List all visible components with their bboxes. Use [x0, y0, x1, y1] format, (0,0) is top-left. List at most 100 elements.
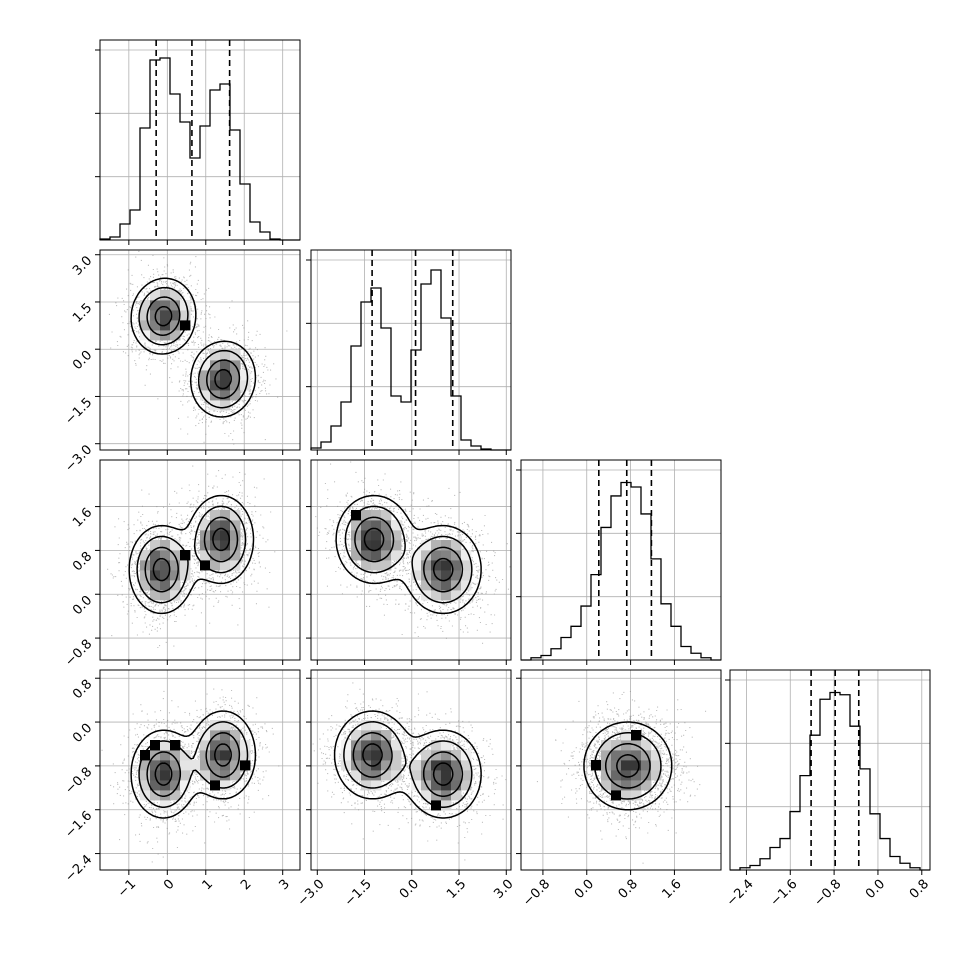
density-cell: [461, 560, 472, 571]
density-cell: [451, 550, 462, 561]
contour-level-0: [128, 494, 255, 615]
density-cell: [441, 800, 452, 811]
histogram-panel-2: [516, 459, 722, 661]
x-tick-label: 1: [200, 877, 216, 893]
density-cell: [371, 770, 382, 781]
density-cell: [361, 760, 372, 771]
density-cell: [220, 350, 231, 361]
density-cell: [210, 350, 221, 361]
density-cell: [641, 780, 652, 791]
histogram-panel-3: [725, 669, 931, 871]
density-cell: [210, 380, 221, 391]
density-cell: [240, 380, 251, 391]
y-tick-label: 1.5: [70, 301, 95, 326]
y-tick-label: 0.8: [70, 549, 95, 574]
density-cell: [651, 760, 662, 771]
density-cell: [150, 560, 161, 571]
density-cell: [230, 350, 241, 361]
density-cell: [160, 560, 171, 571]
density-cell: [220, 780, 231, 791]
density-cell: [220, 720, 231, 731]
density-cell: [461, 760, 472, 771]
y-tick-label: −1.5: [62, 395, 95, 428]
density-cell: [631, 780, 642, 791]
density-cell: [431, 740, 442, 751]
density-cell: [361, 510, 372, 521]
x-tick-label: 0.8: [616, 877, 641, 902]
density-cell: [351, 740, 362, 751]
density-cell: [160, 290, 171, 301]
density-cell: [160, 760, 171, 771]
density-cell: [140, 320, 151, 331]
density-cell: [431, 750, 442, 761]
density-cell: [220, 400, 231, 411]
density-cell: [200, 740, 211, 751]
panel-frame: [729, 669, 931, 871]
density-cell: [461, 770, 472, 781]
contour-level-1: [136, 505, 247, 604]
density-cell: [170, 790, 181, 801]
density-cell: [170, 330, 181, 341]
density-cell: [361, 520, 372, 531]
density-cell: [431, 570, 442, 581]
density-cell: [170, 780, 181, 791]
contour-level-2: [146, 732, 241, 797]
density-cell: [220, 770, 231, 781]
density-cell: [200, 550, 211, 561]
density-cell: [591, 760, 602, 771]
density-cell: [641, 770, 652, 781]
density-cell: [220, 540, 231, 551]
density-cell: [361, 550, 372, 561]
density-cell: [621, 730, 632, 741]
density-cell: [361, 560, 372, 571]
density-cell: [160, 550, 171, 561]
density-cell: [431, 770, 442, 781]
density-cell: [421, 550, 432, 561]
density-cell: [150, 300, 161, 311]
density-cell: [421, 570, 432, 581]
density-cell: [361, 720, 372, 731]
density-cell: [200, 750, 211, 761]
density-cell: [601, 780, 612, 791]
density-cell: [381, 510, 392, 521]
density-cell: [411, 560, 422, 571]
density-cell: [451, 790, 462, 801]
density-cell: [220, 750, 231, 761]
density-cell: [381, 550, 392, 561]
density-cell: [150, 290, 161, 301]
density-cell: [441, 750, 452, 761]
density-cell: [601, 770, 612, 781]
density-cell: [411, 570, 422, 581]
contour-level-0: [583, 721, 673, 811]
density-cell: [421, 770, 432, 781]
density-cell: [641, 760, 652, 771]
density-cell: [150, 760, 161, 771]
density-cell: [220, 730, 231, 741]
density-cell: [371, 750, 382, 761]
density-cell: [411, 770, 422, 781]
density-cell: [371, 560, 382, 571]
contour-level-3: [154, 305, 232, 390]
density-cell: [391, 540, 402, 551]
density-cells: [140, 510, 241, 601]
density-cell: [160, 790, 171, 801]
density-cell: [150, 780, 161, 791]
density-cell: [170, 580, 181, 591]
density-cell: [371, 550, 382, 561]
x-tick-label: −1.6: [768, 877, 801, 910]
contour-level-0: [130, 277, 257, 418]
density-cell: [351, 510, 362, 521]
density-cell: [150, 590, 161, 601]
density-cell: [160, 770, 171, 781]
density-cell: [451, 760, 462, 771]
histogram-step-line: [310, 269, 511, 451]
density-cell: [200, 360, 211, 371]
density-cell: [220, 560, 231, 571]
density-cell: [361, 730, 372, 741]
density-cell: [220, 390, 231, 401]
density-cell: [361, 740, 372, 751]
density-cell: [140, 300, 151, 311]
density-cell: [220, 380, 231, 391]
density-cell: [170, 290, 181, 301]
x-tick-label: −1.5: [342, 877, 375, 910]
